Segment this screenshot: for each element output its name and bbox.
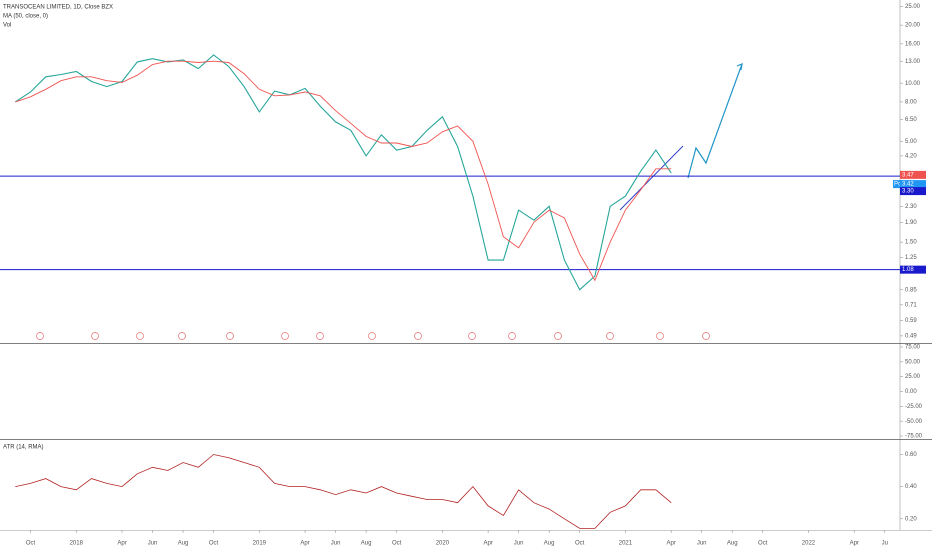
x-tick-label: Ju — [882, 541, 888, 547]
y-tick-label: 8.00 — [905, 99, 917, 105]
price-line — [15, 60, 672, 282]
y-tick-label: 0.71 — [905, 302, 917, 308]
y-tick-label: 2.30 — [905, 204, 917, 210]
position-tag — [893, 180, 903, 189]
price-line — [14, 54, 672, 291]
y-tick-label: 4.20 — [905, 153, 917, 159]
last-price-box — [900, 170, 926, 179]
x-tick-label: Jun — [697, 541, 707, 547]
y-tick-label: 0.60 — [905, 452, 917, 458]
x-tick-label: Apr — [300, 541, 309, 547]
x-tick-label: Oct — [26, 541, 36, 547]
x-tick-label: Oct — [392, 541, 402, 547]
x-tick-label: Oct — [758, 541, 768, 547]
ma-legend: MA (50, close, 0) — [3, 14, 48, 20]
x-tick-label: Aug — [727, 541, 738, 547]
position-price-box — [900, 180, 926, 189]
projection-arrow — [687, 63, 743, 179]
level-0-box — [900, 187, 926, 196]
y-tick-label: 0.00 — [905, 389, 917, 395]
chart-title: TRANSOCEAN LIMITED, 1D, Close BZX — [3, 5, 113, 11]
level-1-label: 1.08 — [902, 267, 914, 273]
x-tick-label: Jun — [514, 541, 524, 547]
y-tick-label: -25.00 — [905, 404, 923, 410]
y-tick-label: 13.00 — [905, 59, 921, 65]
x-tick-label: 2019 — [253, 541, 267, 547]
level-1-box — [900, 265, 926, 274]
x-tick-label: Aug — [361, 541, 372, 547]
atr-legend: ATR (14, RMA) — [3, 445, 44, 451]
y-tick-label: 25.00 — [905, 4, 921, 10]
x-tick-label: Aug — [178, 541, 189, 547]
x-tick-label: 2018 — [70, 541, 84, 547]
y-tick-label: -50.00 — [905, 419, 923, 425]
trend-line — [619, 145, 684, 211]
y-tick-label: 1.50 — [905, 240, 917, 246]
y-tick-label: 0.40 — [905, 484, 917, 490]
x-tick-label: 2020 — [436, 541, 450, 547]
y-tick-label: 20.00 — [905, 23, 921, 29]
y-tick-label: 0.59 — [905, 318, 917, 324]
y-tick-label: 0.49 — [905, 333, 917, 339]
x-tick-label: Oct — [575, 541, 585, 547]
volume-legend: Vol — [3, 23, 11, 29]
y-tick-label: 0.20 — [905, 516, 917, 522]
y-tick-label: 50.00 — [905, 359, 921, 365]
atr-line — [15, 454, 672, 529]
y-tick-label: 1.90 — [905, 220, 917, 226]
y-tick-label: -75.00 — [905, 434, 923, 440]
x-tick-label: 2022 — [802, 541, 816, 547]
x-tick-label: Apr — [850, 541, 859, 547]
x-tick-label: 2021 — [619, 541, 633, 547]
x-tick-label: Aug — [544, 541, 555, 547]
y-tick-label: 6.50 — [905, 117, 917, 123]
y-tick-label: 75.00 — [905, 345, 921, 351]
last-price-label: 3.47 — [902, 172, 914, 178]
position-name: Pos — [894, 182, 904, 188]
earnings-markers — [36, 332, 710, 340]
y-tick-label: 5.00 — [905, 139, 917, 145]
level-0-label: 3.30 — [902, 189, 914, 195]
y-tick-label: 25.00 — [905, 374, 921, 380]
x-tick-label: Apr — [117, 541, 126, 547]
position-price-label: 3.42 — [902, 182, 914, 188]
x-tick-label: Jun — [148, 541, 158, 547]
x-tick-label: Jun — [331, 541, 341, 547]
y-tick-label: 1.25 — [905, 255, 917, 261]
arrow-head — [736, 63, 743, 71]
y-tick-label: 10.00 — [905, 81, 921, 87]
x-tick-label: Oct — [209, 541, 219, 547]
y-tick-label: 16.00 — [905, 41, 921, 47]
x-tick-label: Apr — [483, 541, 492, 547]
y-tick-label: 0.85 — [905, 287, 917, 293]
x-tick-label: Apr — [667, 541, 676, 547]
